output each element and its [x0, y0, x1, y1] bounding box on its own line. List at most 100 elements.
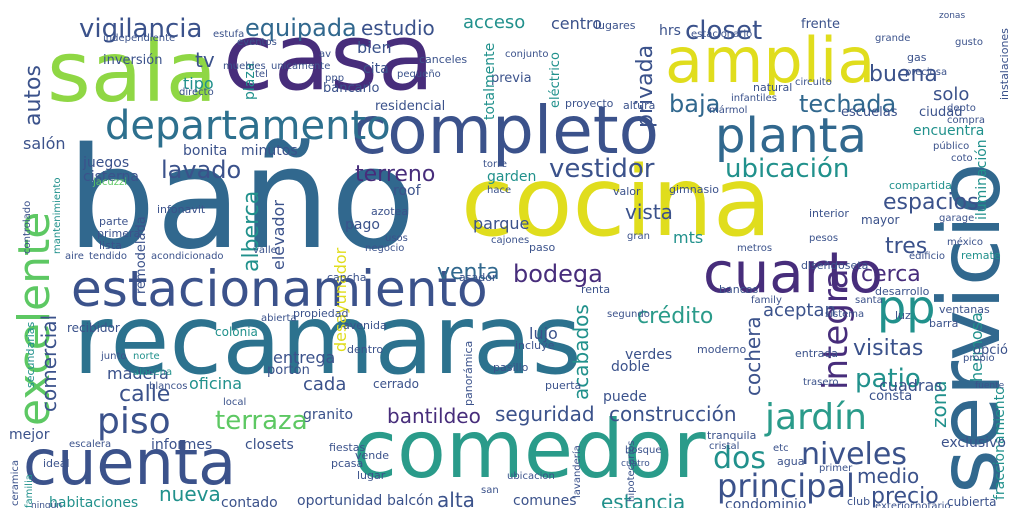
word-vigilancia: vigilancia	[79, 14, 203, 44]
word-acondicionado: acondicionado	[151, 251, 224, 262]
word-amplia: amplia	[665, 24, 876, 97]
word-instalaciones: instalaciones	[998, 28, 1009, 100]
word-dentro: dentro	[347, 343, 384, 356]
word-santa: santa	[855, 295, 883, 306]
word-salon: salón	[23, 134, 66, 153]
word-proyecto: proyecto	[565, 97, 614, 110]
word-aceptan: aceptan	[763, 300, 836, 321]
word-exterior: exterior	[875, 501, 915, 509]
word-closets: closets	[245, 437, 294, 453]
word-medio: medio	[857, 464, 920, 488]
word-club: club	[847, 495, 871, 508]
word-estufa: estufa	[213, 29, 245, 40]
word-lavanderia: lavandería	[572, 445, 583, 498]
word-family: family	[751, 295, 782, 306]
word-oficina: oficina	[189, 374, 243, 393]
word-madera: madera	[107, 364, 169, 383]
word-san: san	[481, 485, 499, 496]
word-secundarias: secundarias	[24, 321, 37, 388]
word-recibidor: recibidor	[67, 321, 120, 335]
word-jacuzzi: jacuzzi	[93, 177, 128, 188]
word-seguridad: seguridad	[495, 402, 595, 426]
word-cuadras: cuadras	[879, 376, 943, 395]
word-edificio: edificio	[909, 251, 945, 262]
word-ppp: ppp	[325, 73, 345, 84]
word-barra: barra	[929, 317, 959, 330]
word-ubicacion: ubicación	[725, 154, 850, 184]
word-avenida: avenida	[343, 319, 387, 332]
word-negocio: negocio	[365, 243, 405, 254]
word-bodega: bodega	[513, 260, 603, 288]
word-entrada: entrada	[795, 347, 839, 360]
word-doble: doble	[611, 359, 650, 375]
word-mayor: mayor	[861, 213, 900, 227]
word-equipada: equipada	[245, 14, 357, 42]
word-preciosa: preciosa	[905, 67, 948, 78]
word-departamento: departamento	[105, 103, 391, 149]
word-lavado: lavado	[161, 156, 242, 184]
word-construccion: construcción	[609, 402, 737, 426]
word-ceramica: ceramica	[10, 459, 21, 506]
word-local: local	[223, 397, 247, 408]
word-luz: luz	[895, 309, 911, 322]
word-circuito: circuito	[795, 77, 832, 88]
word-renta: renta	[581, 283, 611, 296]
word-pago: pago	[345, 217, 380, 233]
word-electrico: eléctrico	[548, 52, 563, 108]
word-nueva: nueva	[159, 482, 221, 506]
word-juegos: juegos	[83, 155, 130, 171]
word-roof: roof	[393, 183, 421, 199]
word-directo: directo	[179, 87, 214, 98]
word-iluminacion: iluminación	[974, 139, 990, 220]
word-lugar: lugar	[357, 469, 386, 482]
word-desayunador: desayunador	[331, 247, 350, 352]
word-gimnasio: gimnasio	[669, 183, 719, 196]
word-gran: gran	[627, 231, 650, 242]
word-cajones: cajones	[491, 235, 530, 246]
word-torre: torre	[483, 159, 508, 170]
word-jardin: jardín	[765, 397, 867, 438]
word-unicamente: unicamente	[271, 61, 331, 72]
word-entrega: entrega	[273, 348, 336, 367]
word-fuente: fuente	[975, 381, 1005, 391]
word-previa: previa	[491, 71, 532, 86]
word-tipo: tipo	[183, 74, 214, 93]
word-espacios: espacios	[883, 190, 979, 215]
word-junto: junto	[101, 351, 127, 362]
word-alta: alta	[437, 488, 475, 508]
word-opcion: opción	[973, 343, 1009, 358]
word-tendido: tendido	[89, 251, 128, 262]
word-grande: grande	[875, 33, 911, 44]
word-bancario: bancario	[323, 81, 380, 96]
word-trasero: trasero	[803, 377, 839, 388]
word-terreno: terreno	[355, 162, 436, 187]
word-dos: dos	[713, 441, 767, 476]
word-paso: paso	[529, 241, 556, 254]
word-acceso: acceso	[463, 12, 526, 33]
word-mts: mts	[673, 228, 704, 247]
word-cristal: cristal	[709, 441, 740, 452]
word-residencial: residencial	[375, 99, 446, 114]
word-autos: autos	[21, 65, 46, 126]
word-privada: privada	[633, 44, 658, 128]
word-ciudad: ciudad	[919, 105, 963, 120]
word-valor: valor	[613, 185, 641, 198]
word-propiedad: propiedad	[293, 307, 349, 320]
word-compra: compra	[947, 115, 985, 126]
word-tranquila: tranquila	[707, 429, 757, 442]
word-alberca: alberca	[239, 190, 264, 272]
word-planta: planta	[715, 108, 867, 164]
word-terraza: terraza	[215, 406, 308, 436]
word-habitaciones: habitaciones	[49, 495, 139, 508]
word-patio: patio	[855, 364, 921, 394]
word-gusto: gusto	[955, 37, 983, 48]
word-comercial: comercial	[37, 314, 61, 412]
word-altura: altura	[623, 99, 656, 112]
word-centro: centro	[551, 14, 603, 33]
word-venta: venta	[437, 260, 500, 285]
word-moderno: moderno	[697, 343, 747, 356]
word-estacionamiento: estacionamiento	[71, 260, 488, 318]
word-cerca: cerca	[861, 262, 921, 287]
word-abierta: abierta	[261, 313, 297, 324]
word-parte: parte	[99, 215, 129, 228]
